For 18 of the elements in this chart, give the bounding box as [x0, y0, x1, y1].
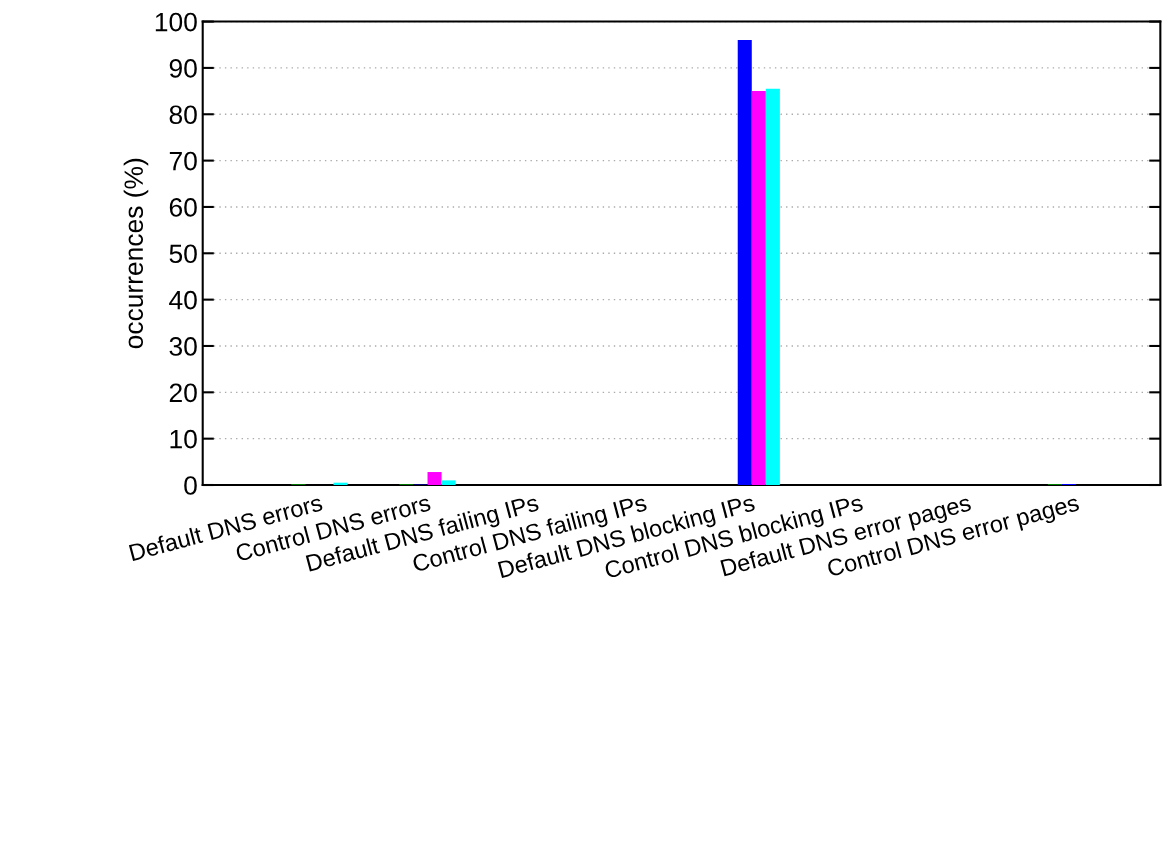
bar [751, 91, 766, 486]
y-tick-label: 40 [169, 290, 197, 310]
y-tick-label: 50 [169, 244, 197, 264]
bar [427, 472, 442, 486]
bar [737, 40, 752, 486]
y-tick-label: 0 [184, 476, 197, 495]
y-tick-label: 60 [169, 198, 197, 217]
y-tick-label: 70 [169, 151, 197, 171]
y-tick-label: 30 [169, 337, 197, 356]
bar [441, 480, 456, 486]
bar [765, 88, 780, 486]
y-tick-label: 100 [155, 12, 197, 32]
bar [333, 482, 348, 486]
y-tick-label: 10 [170, 429, 197, 449]
y-axis-title: occurrences (%) [123, 158, 149, 349]
y-tick-label: 20 [169, 383, 197, 403]
y-tick-label: 80 [169, 105, 197, 125]
y-tick-label: 90 [169, 59, 197, 78]
